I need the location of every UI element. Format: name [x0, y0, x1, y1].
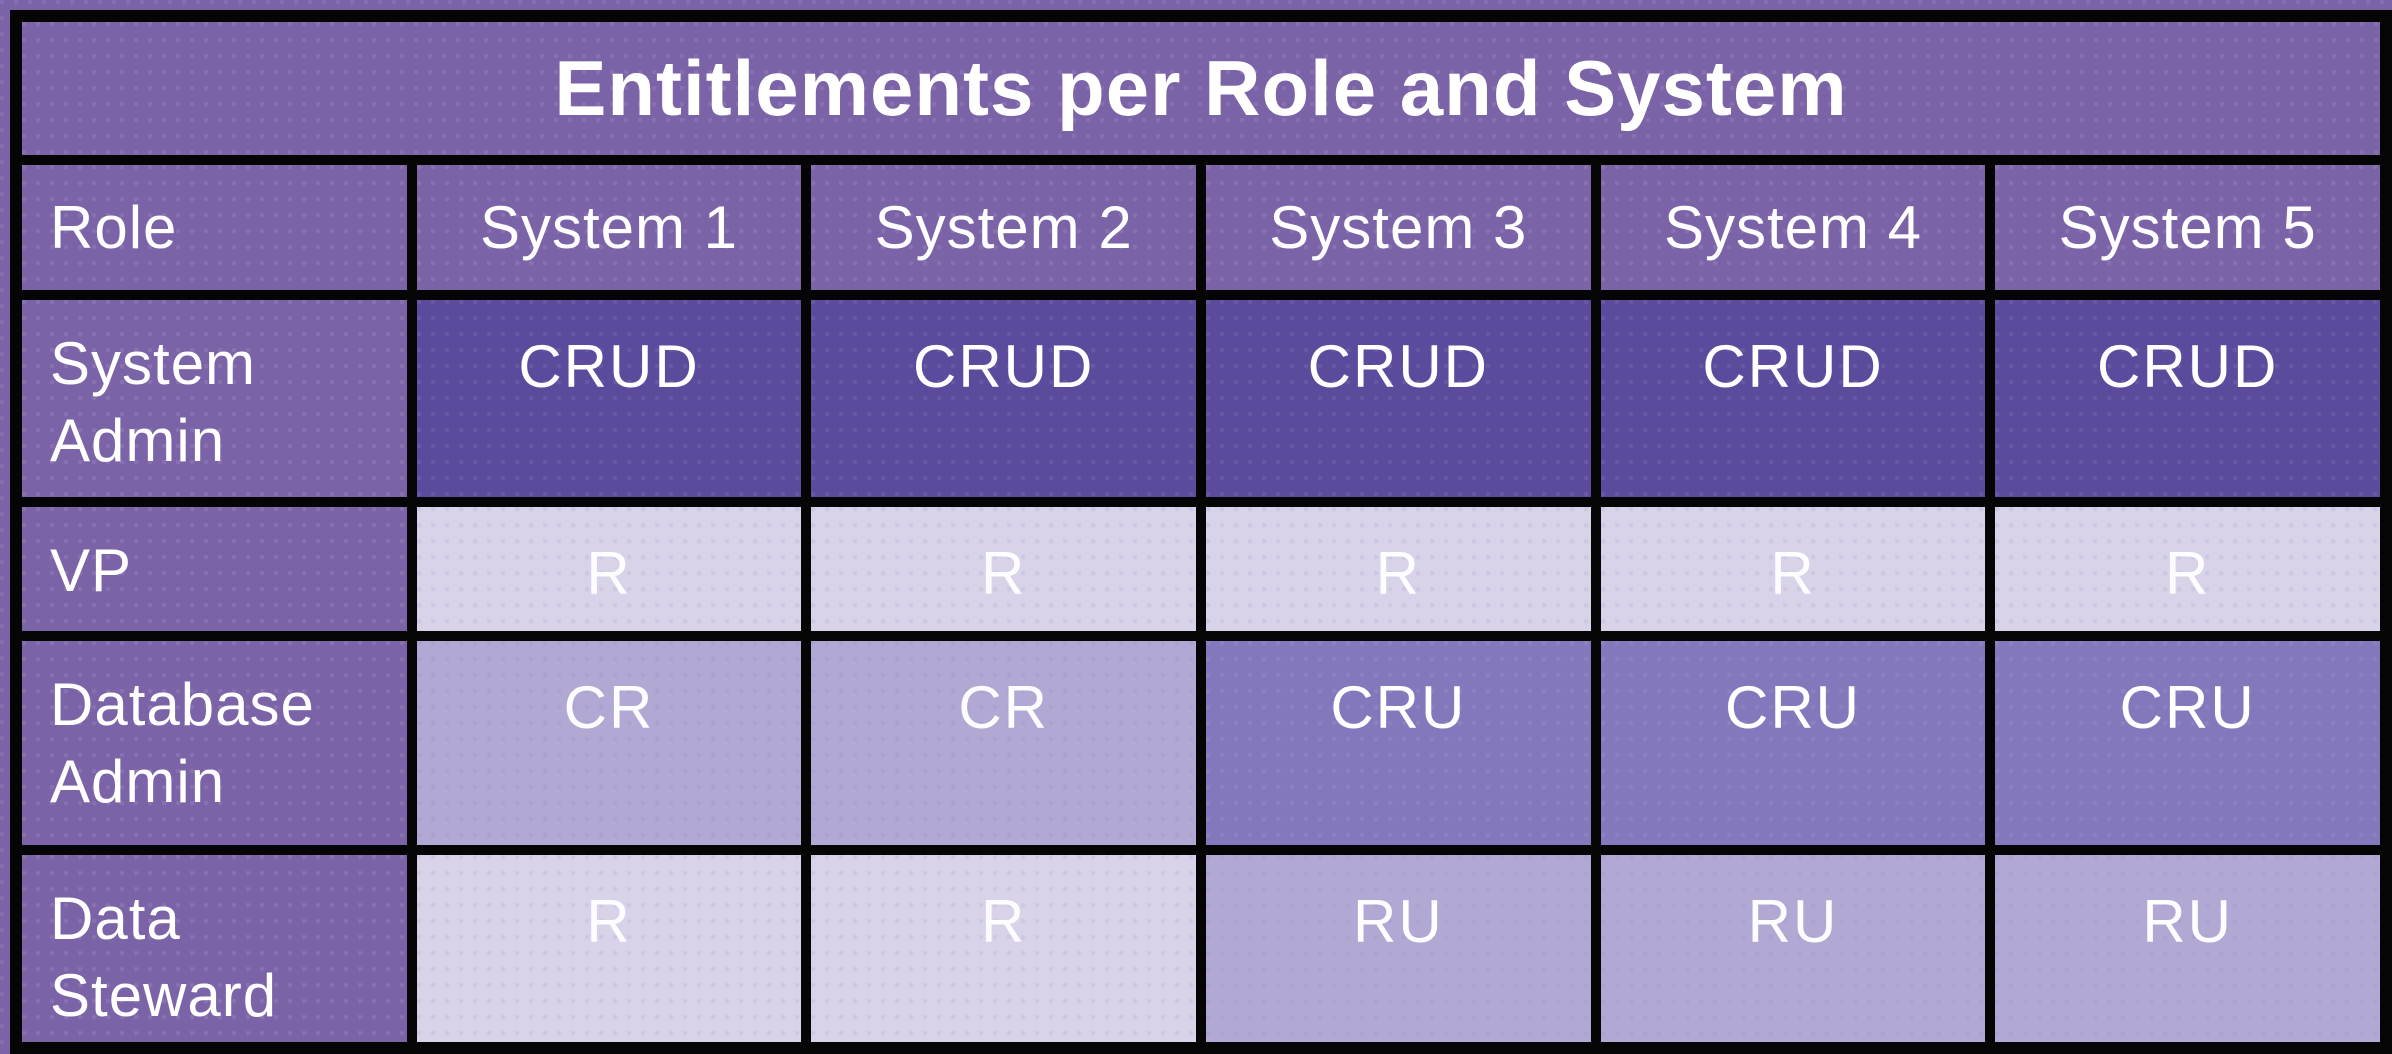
entitlement-data-steward-system-1: R: [416, 855, 802, 1042]
entitlement-system-admin-system-2: CRUD: [811, 300, 1196, 497]
entitlement-vp-system-5: R: [1995, 506, 2380, 632]
role-cell-vp: VP: [22, 506, 407, 632]
entitlement-system-admin-system-4: CRUD: [1600, 300, 1986, 497]
entitlement-vp-system-3: R: [1205, 506, 1591, 632]
entitlement-database-admin-system-2: CR: [811, 641, 1196, 846]
column-header-system-3: System 3: [1205, 164, 1591, 291]
column-header-system-5: System 5: [1995, 164, 2380, 291]
role-cell-database-admin: Database Admin: [22, 641, 407, 846]
entitlement-system-admin-system-1: CRUD: [416, 300, 802, 497]
entitlement-database-admin-system-1: CR: [416, 641, 802, 846]
column-header-role: Role: [22, 164, 407, 291]
entitlement-data-steward-system-2: R: [811, 855, 1196, 1042]
entitlement-system-admin-system-5: CRUD: [1995, 300, 2380, 497]
entitlement-vp-system-1: R: [416, 506, 802, 632]
entitlements-table: Entitlements per Role and System Role Sy…: [10, 10, 2392, 1054]
entitlement-system-admin-system-3: CRUD: [1205, 300, 1591, 497]
entitlement-vp-system-2: R: [811, 506, 1196, 632]
entitlement-data-steward-system-4: RU: [1600, 855, 1986, 1042]
entitlement-data-steward-system-3: RU: [1205, 855, 1591, 1042]
entitlement-vp-system-4: R: [1600, 506, 1986, 632]
entitlement-database-admin-system-5: CRU: [1995, 641, 2380, 846]
entitlement-data-steward-system-5: RU: [1995, 855, 2380, 1042]
column-header-system-4: System 4: [1600, 164, 1986, 291]
column-header-system-1: System 1: [416, 164, 802, 291]
role-cell-data-steward: Data Steward: [22, 855, 407, 1042]
entitlement-database-admin-system-3: CRU: [1205, 641, 1591, 846]
column-header-system-2: System 2: [811, 164, 1196, 291]
entitlement-database-admin-system-4: CRU: [1600, 641, 1986, 846]
page-title: Entitlements per Role and System: [22, 22, 2380, 155]
role-cell-system-admin: System Admin: [22, 300, 407, 497]
